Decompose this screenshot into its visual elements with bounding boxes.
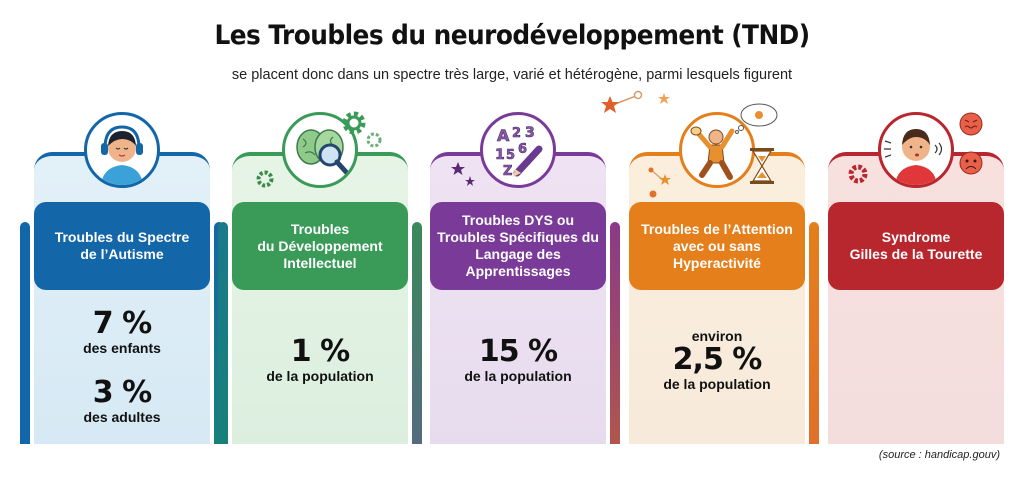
brain-magnifier-icon bbox=[282, 112, 358, 188]
letters-numbers-pencil-icon: A 2 3 1 5 6 Z bbox=[480, 112, 556, 188]
gear-icon bbox=[848, 164, 868, 184]
stars-decoration-icon bbox=[601, 90, 670, 113]
sad-face-icon bbox=[959, 151, 983, 175]
page-title: Les Troubles du neurodéveloppement (TND) bbox=[214, 20, 810, 51]
stat-population: 1 % de la population bbox=[266, 334, 374, 385]
headphones-child-icon bbox=[84, 112, 160, 188]
svg-text:A: A bbox=[497, 126, 510, 145]
source-note: (source : handicap.gouv) bbox=[878, 449, 1000, 461]
stars-icon bbox=[451, 162, 475, 186]
stat-adults: 3 % des adultes bbox=[83, 375, 161, 426]
card-header: Troubles du Spectre de l’Autisme bbox=[34, 202, 210, 290]
card-tdah: Troubles de l’Attention avec ou sans Hyper… bbox=[629, 103, 819, 444]
stat-children: 7 % des enfants bbox=[83, 306, 161, 357]
gear-small-icon bbox=[366, 132, 382, 148]
card-autism: Troubles du Spectre de l’Autisme 7 % des … bbox=[20, 112, 224, 444]
gear-left-icon bbox=[256, 170, 274, 188]
stat-population: 15 % de la population bbox=[464, 334, 572, 385]
card-intellectual: Troubles du Développement Intellectuel 1 %… bbox=[218, 111, 422, 444]
card-tourette: Syndrome Gilles de la Tourette bbox=[828, 112, 1004, 444]
card-header: Troubles DYS ou Troubles Spécifiques du La… bbox=[430, 202, 606, 290]
svg-text:Z: Z bbox=[503, 164, 512, 179]
svg-text:3: 3 bbox=[525, 125, 535, 141]
svg-text:1: 1 bbox=[495, 147, 505, 163]
svg-text:2: 2 bbox=[512, 126, 521, 141]
svg-text:5: 5 bbox=[506, 148, 515, 163]
page-subtitle: se placent donc dans un spectre très lar… bbox=[231, 67, 793, 83]
jumping-child-icon bbox=[679, 112, 755, 188]
card-header: Syndrome Gilles de la Tourette bbox=[828, 202, 1004, 290]
stat-population: environ 2,5 % de la population bbox=[663, 328, 771, 392]
card-dys: A 2 3 1 5 6 Z Troubles DYS ou Troubles Sp… bbox=[430, 112, 620, 444]
gear-icon bbox=[342, 111, 366, 135]
angry-face-icon bbox=[959, 112, 983, 136]
thought-bubble-icon bbox=[735, 103, 778, 134]
hourglass-icon bbox=[750, 148, 774, 184]
child-tic-icon bbox=[878, 112, 954, 188]
stars-connector-icon bbox=[648, 167, 671, 198]
card-header: Troubles de l’Attention avec ou sans Hyper… bbox=[629, 202, 805, 290]
svg-text:6: 6 bbox=[518, 142, 527, 157]
card-header: Troubles du Développement Intellectuel bbox=[232, 202, 408, 290]
